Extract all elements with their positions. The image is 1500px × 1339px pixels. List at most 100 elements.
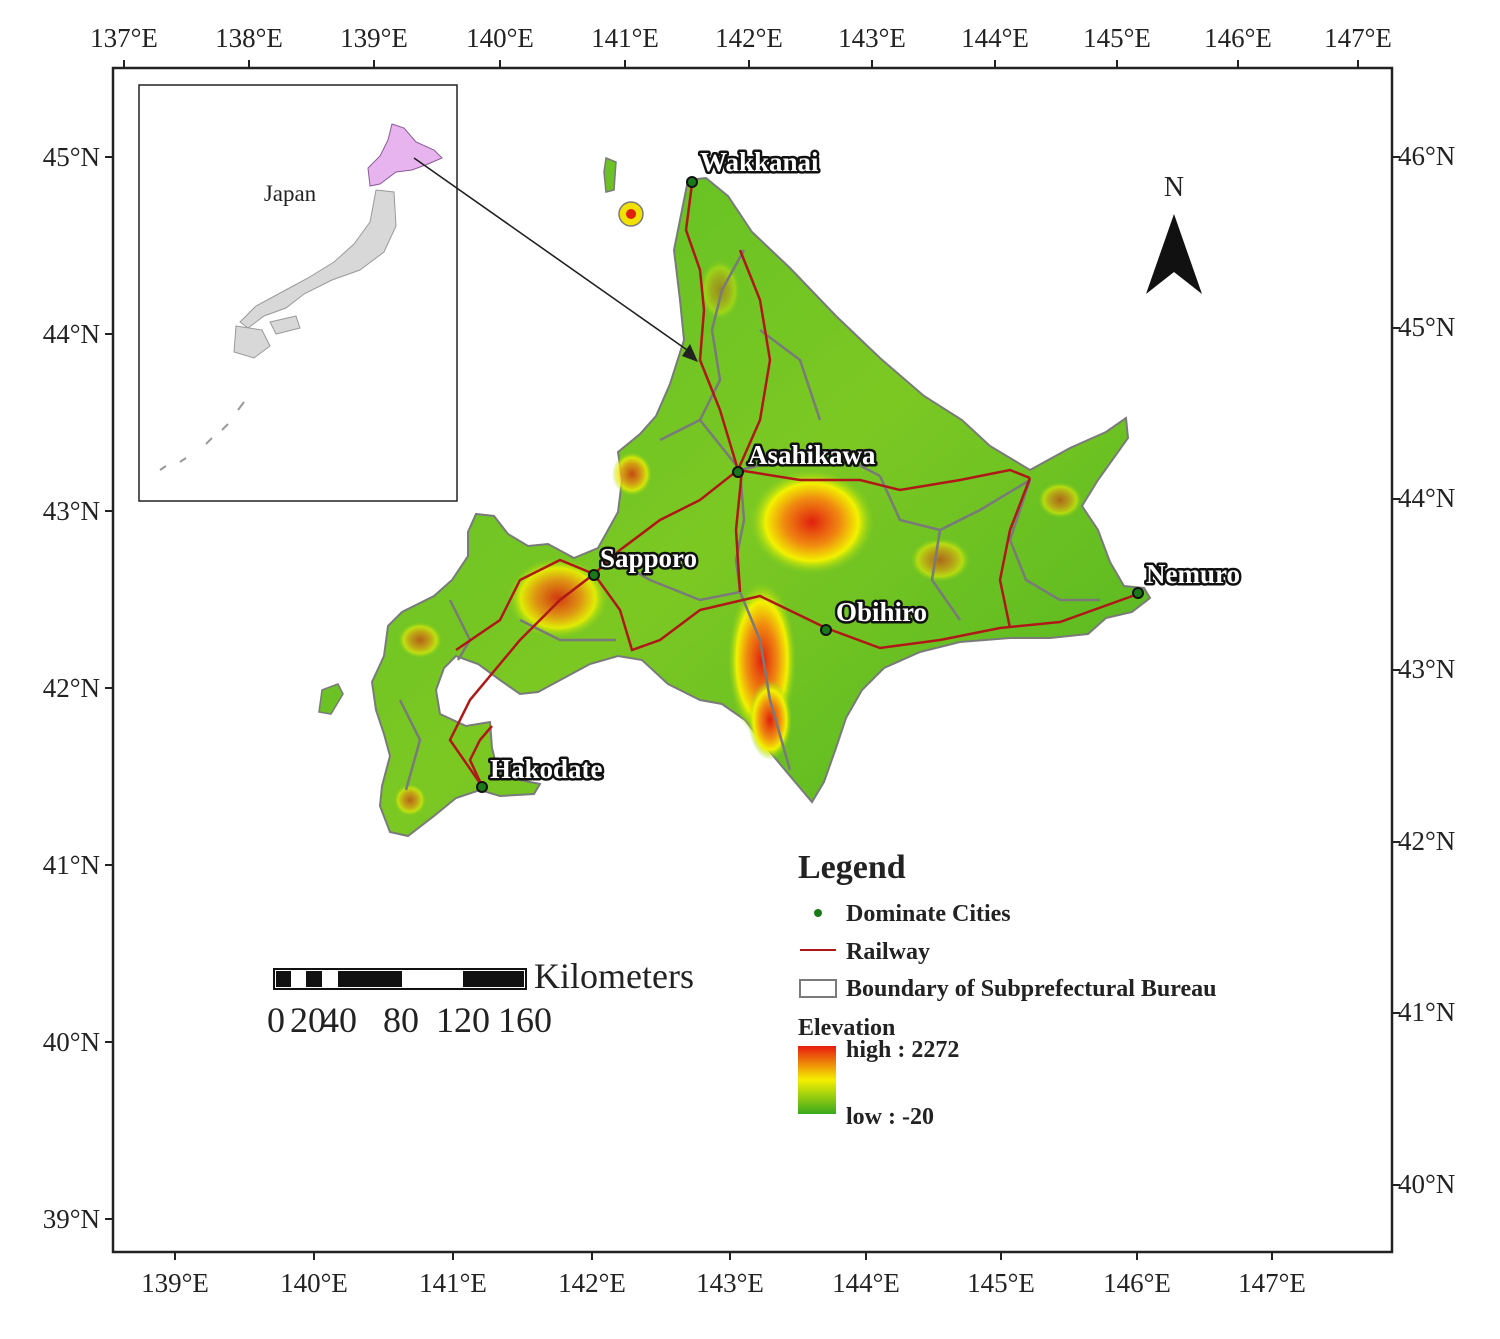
top-axis-labels: 137°E 138°E 139°E 140°E 141°E 142°E 143°…	[90, 23, 1392, 53]
legend-elevation-high: high : 2272	[846, 1037, 959, 1063]
city-marker-sapporo	[588, 569, 600, 581]
boundary-line	[738, 591, 792, 771]
city-label-nemuro: Nemuro	[1146, 559, 1240, 589]
scale-bar-label: 80	[383, 1000, 419, 1040]
scale-bar-segment	[338, 971, 402, 987]
inset-pointer-arrowhead	[682, 344, 698, 362]
axis-ticks	[105, 60, 1400, 1260]
bottom-axis-label: 146°E	[1103, 1268, 1171, 1298]
right-axis-label: 44°N	[1398, 483, 1455, 513]
north-arrow-right	[1174, 214, 1202, 294]
rebun-island	[603, 156, 617, 193]
shikotsu-highland	[508, 558, 608, 638]
left-axis-label: 40°N	[43, 1027, 100, 1057]
legend-city-symbol	[814, 909, 822, 917]
bottom-axis-label: 144°E	[832, 1268, 900, 1298]
scale-bar-label: 160	[498, 1000, 552, 1040]
matsumae-highland	[394, 784, 426, 816]
bottom-axis-labels: 139°E 140°E 141°E 142°E 143°E 144°E 145°…	[141, 1268, 1306, 1298]
right-axis-label: 41°N	[1398, 997, 1455, 1027]
inset-honshu	[239, 189, 397, 329]
right-axis-label: 46°N	[1398, 141, 1455, 171]
top-axis-label: 137°E	[90, 23, 158, 53]
left-axis-label: 43°N	[43, 496, 100, 526]
city-marker-nemuro	[1132, 587, 1144, 599]
scale-bar-label: 120	[436, 1000, 490, 1040]
inset-shikoku	[269, 315, 301, 335]
rishiri-peak	[626, 209, 636, 219]
city-marker-asahikawa	[732, 466, 744, 478]
railway-line	[455, 558, 595, 652]
city-marker-hakodate	[476, 781, 488, 793]
right-axis-label: 45°N	[1398, 312, 1455, 342]
legend: Legend Dominate Cities Railway Boundary …	[798, 849, 1217, 1130]
railway-line	[734, 469, 744, 593]
top-axis-label: 141°E	[591, 23, 659, 53]
bottom-axis-label: 141°E	[419, 1268, 487, 1298]
boundary-line	[615, 558, 741, 602]
right-axis-label: 40°N	[1398, 1169, 1455, 1199]
boundary-line	[930, 529, 962, 621]
legend-title: Legend	[798, 849, 906, 886]
left-axis-labels: 45°N 44°N 43°N 42°N 41°N 40°N 39°N	[43, 142, 100, 1234]
top-axis-label: 140°E	[466, 23, 534, 53]
railway-line	[592, 573, 827, 652]
inset-hokkaido	[367, 123, 443, 187]
scale-bar-segment	[306, 971, 322, 987]
legend-elevation-ramp	[798, 1046, 836, 1114]
scale-bar-segment	[463, 971, 524, 987]
hidaka-south	[748, 680, 792, 760]
inset-pointer-line	[413, 157, 691, 353]
city-label-hakodate: Hakodate	[490, 754, 603, 784]
railway-line	[825, 592, 1139, 650]
railway-line	[593, 469, 739, 575]
oshima-highland	[398, 622, 442, 658]
railway-line	[736, 249, 772, 471]
top-axis-label: 147°E	[1324, 23, 1392, 53]
city-label-wakkanai: Wakkanai	[700, 147, 819, 177]
hokkaido-elevation-map: Wakkanai Asahikawa Sapporo Nemuro Obihir…	[318, 145, 1243, 838]
inset-label-japan: Japan	[264, 181, 317, 206]
top-axis-label: 145°E	[1083, 23, 1151, 53]
city-labels: Wakkanai Asahikawa Sapporo Nemuro Obihir…	[488, 145, 1243, 787]
scale-bar: Kilometers 0 20 40 80 120 160	[267, 956, 694, 1040]
bottom-axis-label: 142°E	[558, 1268, 626, 1298]
inset-kyushu	[233, 325, 271, 359]
city-label-sapporo: Sapporo	[600, 543, 697, 573]
railway-line	[684, 183, 740, 471]
city-label-obihiro: Obihiro	[836, 597, 927, 627]
left-axis-label: 42°N	[43, 673, 100, 703]
boundary-line	[659, 418, 881, 478]
scale-bar-unit: Kilometers	[534, 956, 694, 996]
top-axis-label: 139°E	[340, 23, 408, 53]
city-label-asahikawa: Asahikawa	[748, 440, 876, 470]
north-arrow-label: N	[1164, 172, 1184, 203]
left-axis-label: 41°N	[43, 850, 100, 880]
legend-cities-label: Dominate Cities	[846, 901, 1011, 927]
scale-bar-label: 20	[290, 1000, 326, 1040]
legend-elevation-low: low : -20	[846, 1104, 934, 1130]
top-axis-label: 138°E	[215, 23, 283, 53]
okushiri-island	[318, 683, 344, 715]
inset-map: Japan	[138, 84, 698, 502]
railway-line	[998, 477, 1032, 629]
top-axis-label: 143°E	[838, 23, 906, 53]
railway-line	[448, 573, 595, 787]
bottom-axis-label: 140°E	[280, 1268, 348, 1298]
boundary-line	[398, 699, 422, 791]
scale-bar-label: 40	[321, 1000, 357, 1040]
left-axis-label: 45°N	[43, 142, 100, 172]
legend-railway-label: Railway	[846, 939, 930, 965]
daisetsuzan-highland	[750, 470, 874, 574]
left-axis-label: 44°N	[43, 319, 100, 349]
bottom-axis-label: 147°E	[1238, 1268, 1306, 1298]
right-axis-label: 43°N	[1398, 654, 1455, 684]
north-arrow-left	[1146, 214, 1174, 294]
legend-boundary-label: Boundary of Subprefectural Bureau	[846, 976, 1217, 1002]
mashike-mountains	[612, 452, 652, 496]
bottom-axis-label: 143°E	[696, 1268, 764, 1298]
north-arrow: N	[1146, 172, 1202, 294]
city-marker-obihiro	[820, 624, 832, 636]
top-axis-label: 146°E	[1204, 23, 1272, 53]
